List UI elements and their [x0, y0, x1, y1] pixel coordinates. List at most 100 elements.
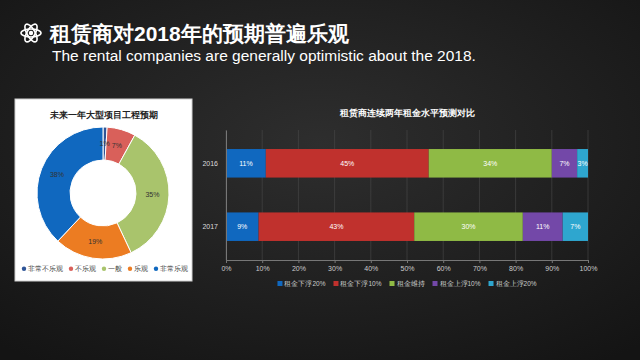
- bar-segment: [226, 212, 259, 241]
- bar-segment: [259, 212, 415, 241]
- tick-mark: [479, 260, 480, 263]
- bar-chart: 租赁商连续两年租金水平预测对比11%45%34%7%3%9%43%30%11%7…: [202, 108, 597, 287]
- background: [0, 0, 640, 360]
- tick-mark: [371, 260, 372, 263]
- data-label: 38%: [50, 171, 64, 178]
- tick: 2017: [202, 223, 218, 230]
- data-label: 45%: [340, 160, 354, 167]
- tick-mark: [552, 260, 553, 263]
- pie-chart: 未来一年大型项目工程预期1%7%35%19%38%非常不乐观不乐观一般乐观非常乐…: [15, 99, 192, 281]
- tick-label: 2016: [202, 160, 218, 167]
- bar-segment: [552, 149, 577, 178]
- header-icon: [21, 22, 41, 43]
- tick-mark: [335, 260, 336, 263]
- data-label: 43%: [329, 223, 343, 230]
- legend-label: 非常乐观: [160, 265, 188, 272]
- tick: 90%: [545, 260, 559, 272]
- legend-label: 不乐观: [75, 265, 96, 272]
- icon-orbit: [23, 22, 40, 43]
- legend-item: 非常乐观: [154, 265, 188, 272]
- bar-segment: [523, 212, 563, 241]
- pie-slice: [37, 127, 103, 241]
- data-label: 11%: [536, 223, 550, 230]
- legend-label: 一般: [108, 265, 122, 272]
- legend-marker: [433, 281, 438, 286]
- tick: 30%: [328, 260, 342, 272]
- legend-marker: [390, 281, 395, 286]
- legend-label: 租金上浮20%: [496, 280, 537, 287]
- chart-title: 未来一年大型项目工程预期: [49, 110, 158, 120]
- bar-labels: 11%45%34%7%3%9%43%30%11%7%: [237, 160, 587, 230]
- legend: 非常不乐观 不乐观 一般 乐观 非常乐观: [22, 265, 188, 272]
- pie-labels: 1%7%35%19%38%: [50, 140, 160, 245]
- legend-label: 租金维持: [397, 280, 425, 287]
- tick: 80%: [509, 260, 523, 272]
- data-label: 34%: [483, 160, 497, 167]
- data-label: 7%: [559, 160, 569, 167]
- bar-segment: [414, 212, 523, 241]
- bar-segment: [226, 149, 266, 178]
- y-axis: 2016 2017: [202, 131, 226, 261]
- data-label: 19%: [88, 238, 102, 245]
- tick-label: 50%: [400, 265, 414, 272]
- legend-marker: [277, 281, 282, 286]
- tick: 0%: [221, 260, 231, 272]
- data-label: 9%: [237, 223, 247, 230]
- tick-label: 90%: [545, 265, 559, 272]
- tick: 10%: [256, 260, 270, 272]
- tick-label: 30%: [328, 265, 342, 272]
- legend-marker: [69, 267, 73, 271]
- axis-line: [226, 131, 227, 261]
- bars: [226, 149, 588, 241]
- tick-label: 2017: [202, 223, 218, 230]
- legend-marker: [489, 281, 494, 286]
- grid: [226, 130, 588, 260]
- tick-mark: [407, 260, 408, 263]
- legend-item: 租金维持: [390, 280, 425, 287]
- slide: 租赁商对2018年的预期普遍乐观The rental companies are…: [0, 0, 640, 360]
- bar-segment: [577, 149, 588, 178]
- pie-slices: [37, 127, 169, 259]
- tick-label: 10%: [256, 265, 270, 272]
- data-label: 30%: [462, 223, 476, 230]
- pie-slice: [117, 135, 169, 253]
- legend-item: 非常不乐观: [22, 265, 63, 272]
- legend-item: 不乐观: [69, 265, 96, 272]
- axis-line: [227, 261, 589, 264]
- tick-mark: [516, 260, 517, 263]
- bar-segment: [429, 149, 552, 178]
- legend-marker: [128, 267, 132, 271]
- legend-label: 租金下浮10%: [340, 280, 381, 287]
- page-title: 租赁商对2018年的预期普遍乐观: [49, 22, 350, 46]
- tick-mark: [298, 260, 299, 263]
- data-label: 11%: [239, 160, 253, 167]
- legend-label: 租金上浮10%: [440, 280, 481, 287]
- data-label: 3%: [578, 160, 588, 167]
- tick: 50%: [400, 260, 414, 272]
- data-label: 7%: [112, 142, 122, 149]
- tick: 20%: [292, 260, 306, 272]
- icon-core: [29, 31, 33, 35]
- legend-label: 乐观: [134, 265, 148, 272]
- icon-orbit: [21, 29, 41, 37]
- grid-line: [226, 130, 227, 260]
- tick: 60%: [437, 260, 451, 272]
- legend-item: 租金下浮10%: [333, 280, 381, 287]
- tick-label: 70%: [473, 265, 487, 272]
- bar-segment: [563, 212, 588, 241]
- tick: 40%: [364, 260, 378, 272]
- tick-label: 60%: [437, 265, 451, 272]
- tick-label: 20%: [292, 265, 306, 272]
- legend-marker: [154, 267, 158, 271]
- legend-marker: [22, 267, 26, 271]
- tick-label: 80%: [509, 265, 523, 272]
- tick: 2016: [202, 160, 218, 167]
- legend-item: 乐观: [128, 265, 148, 272]
- bar-segment: [266, 149, 429, 178]
- tick: 70%: [473, 260, 487, 272]
- legend-item: 租金上浮10%: [433, 280, 481, 287]
- tick-mark: [588, 260, 589, 263]
- tick-mark: [262, 260, 263, 263]
- legend-label: 租金下浮20%: [284, 280, 325, 287]
- data-label: 1%: [99, 140, 109, 147]
